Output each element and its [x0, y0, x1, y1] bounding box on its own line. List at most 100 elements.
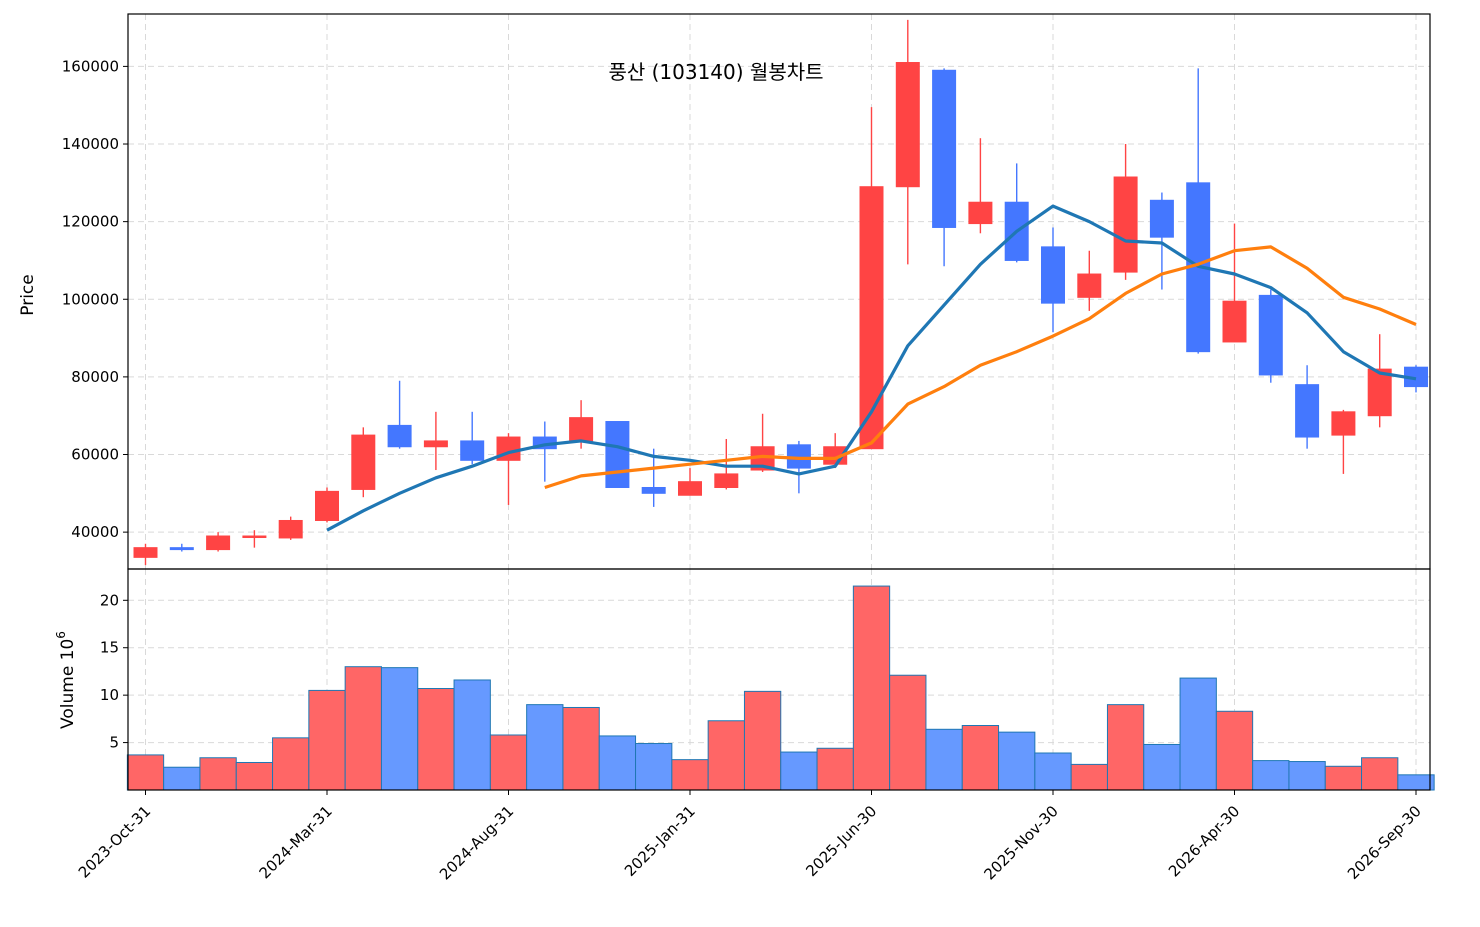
price-tick-label: 160000 [62, 57, 119, 75]
volume-tick-label: 20 [100, 591, 119, 609]
volume-bar [1179, 677, 1217, 791]
volume-bars [126, 585, 1435, 791]
volume-bar [417, 688, 455, 791]
volume-bar [1324, 765, 1363, 791]
volume-bar [126, 754, 165, 791]
volume-bar [707, 720, 745, 791]
candle [496, 433, 521, 505]
volume-bar [1288, 761, 1326, 791]
candles [133, 19, 1428, 566]
candle [460, 411, 485, 465]
candle [1077, 250, 1102, 311]
price-tick-label: 80000 [71, 368, 119, 386]
candle-body [1113, 176, 1138, 273]
candle-body [1258, 294, 1283, 376]
volume-bar [816, 747, 854, 791]
volume-tick-label: 15 [100, 639, 119, 657]
candle-body [278, 519, 303, 539]
candle-body [1077, 273, 1102, 298]
x-tick-label: 2024-Aug-31 [436, 802, 517, 883]
price-tick-label: 120000 [62, 213, 119, 231]
volume-bar [1361, 757, 1399, 791]
volume-tick-label: 5 [109, 734, 119, 752]
volume-bar [308, 689, 346, 791]
candle-body [133, 547, 158, 558]
candle [387, 380, 412, 449]
candle [351, 427, 376, 498]
volume-bar [380, 667, 419, 791]
candle [1041, 227, 1065, 333]
volume-bar [1106, 704, 1145, 791]
volume-bar [235, 761, 274, 791]
candle [1113, 144, 1138, 280]
moving-average-short-line [326, 204, 1417, 532]
candle [133, 543, 158, 566]
candle-body [678, 481, 702, 496]
candle [1295, 365, 1320, 449]
volume-bar [889, 674, 927, 791]
volume-bar [1215, 710, 1254, 791]
candle [1149, 192, 1174, 290]
candle [532, 421, 557, 482]
volume-bar [743, 690, 782, 791]
volume-bar [453, 679, 491, 791]
candle-body [968, 201, 993, 225]
x-tick-label: 2026-Apr-30 [1165, 802, 1243, 880]
candle-body [895, 62, 920, 188]
x-tick-label: 2025-Jun-30 [802, 802, 880, 880]
candle-body [859, 186, 884, 450]
candle [823, 433, 848, 469]
volume-bar [780, 751, 818, 791]
grid-layer [128, 14, 1430, 790]
candle-body [242, 535, 267, 539]
volume-bar [489, 734, 528, 791]
volume-bar [852, 585, 891, 791]
x-tick-label: 2023-Oct-31 [75, 802, 155, 882]
volume-unit-exp: 6 [54, 631, 68, 639]
candle-body [169, 547, 194, 551]
candle [932, 68, 957, 267]
volume-bar [635, 743, 673, 791]
candle-body [351, 434, 376, 490]
x-tick-label: 2025-Nov-30 [981, 802, 1062, 883]
price-axis-label: Price [18, 274, 38, 315]
candle [206, 532, 231, 552]
candle [714, 438, 739, 490]
candle [169, 543, 194, 552]
candle [895, 19, 920, 265]
candle-body [1367, 368, 1392, 417]
candle-body [206, 535, 231, 551]
candle-body [714, 473, 739, 488]
candle-body [1295, 384, 1320, 438]
candle [786, 440, 811, 494]
price-tick-label: 140000 [62, 135, 119, 153]
volume-bar [1143, 743, 1181, 791]
price-tick-label: 40000 [71, 523, 119, 541]
candle [1331, 409, 1356, 474]
volume-axis-label: Volume 106 [54, 631, 78, 729]
volume-bar [562, 706, 600, 791]
candle [641, 448, 666, 507]
volume-bar [199, 757, 237, 791]
volume-panel-frame [127, 568, 1431, 791]
volume-tick-label: 10 [100, 686, 119, 704]
price-tick-label: 100000 [62, 290, 119, 308]
candle [1258, 289, 1283, 383]
candle [278, 516, 303, 540]
volume-bar [163, 766, 201, 791]
candle [242, 530, 267, 548]
candle [968, 138, 993, 234]
candle [1186, 68, 1211, 354]
candle-body [569, 417, 594, 442]
candle [605, 421, 630, 488]
moving-average-lines [326, 204, 1417, 532]
candle-body [315, 490, 339, 521]
candle-body [605, 421, 630, 488]
candle-body [387, 424, 412, 448]
volume-bar [1252, 760, 1290, 791]
candle [315, 487, 339, 523]
moving-average-long-line [544, 245, 1417, 490]
x-tick-label: 2025-Jan-31 [621, 802, 699, 880]
